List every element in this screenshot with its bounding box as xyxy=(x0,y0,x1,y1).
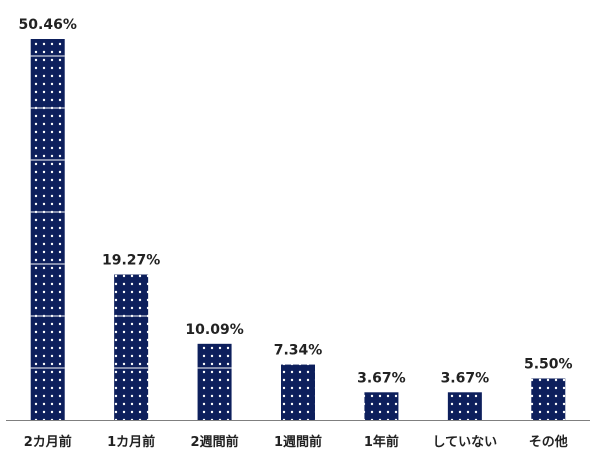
data-label: 3.67% xyxy=(441,370,490,386)
category-label: していない xyxy=(433,435,498,450)
value-labels: 50.46% 19.27% 10.09% 7.34% 3.67% 3.67% 5.50% xyxy=(19,17,573,386)
bar-segment-lines xyxy=(30,55,232,369)
data-label: 5.50% xyxy=(524,356,573,372)
bar xyxy=(531,378,566,420)
bar xyxy=(30,39,65,420)
bar xyxy=(281,364,315,420)
bar xyxy=(364,392,399,420)
bar xyxy=(197,343,232,420)
data-label: 3.67% xyxy=(357,370,406,386)
category-labels: 2カ月前 1カ月前 2週間前 1週間前 1年前 していない その他 xyxy=(24,434,568,450)
bar xyxy=(114,274,149,420)
bars-layer xyxy=(30,39,566,420)
data-label: 10.09% xyxy=(185,322,243,338)
category-label: その他 xyxy=(529,434,568,450)
data-label: 50.46% xyxy=(19,17,77,33)
category-label: 1年前 xyxy=(364,434,399,450)
category-label: 1週間前 xyxy=(274,434,322,450)
bar xyxy=(447,392,482,420)
data-label: 7.34% xyxy=(274,343,323,359)
category-label: 1カ月前 xyxy=(107,434,155,450)
category-label: 2週間前 xyxy=(191,434,239,450)
data-label: 19.27% xyxy=(102,253,160,269)
category-label: 2カ月前 xyxy=(24,434,72,450)
